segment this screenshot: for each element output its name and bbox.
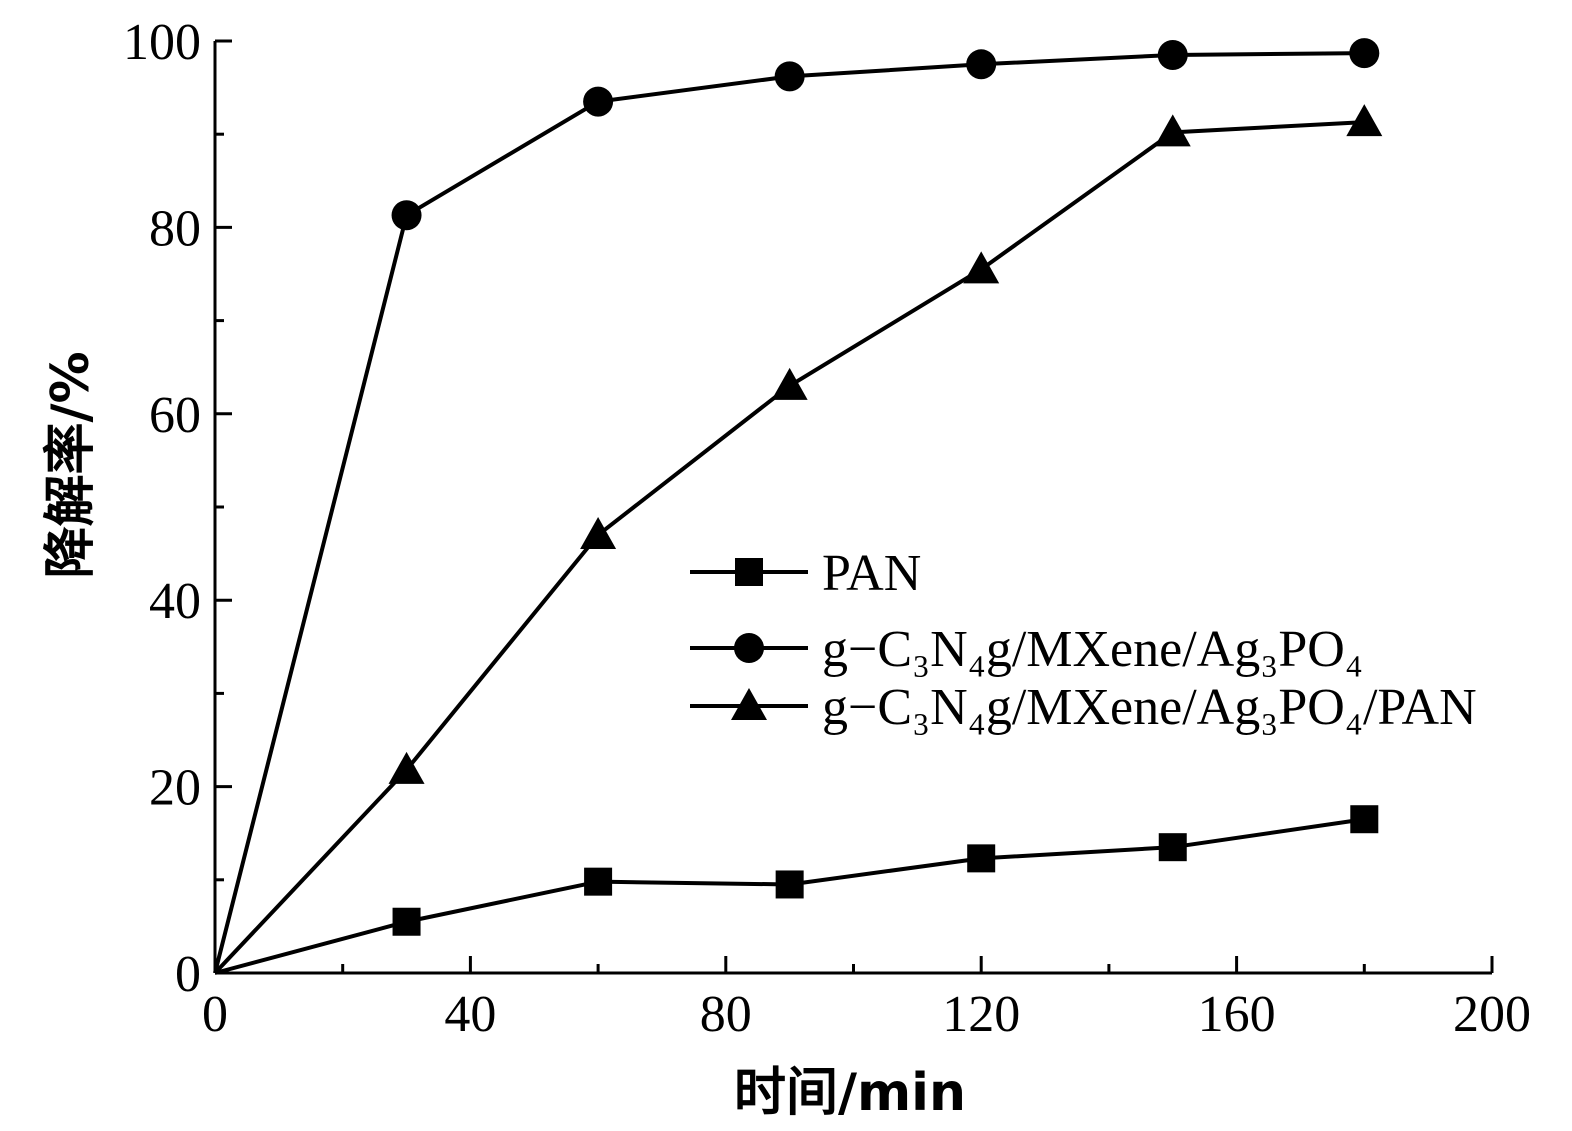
- y-axis: 0 20 40 60 80 100: [123, 14, 232, 1003]
- legend-item: PAN: [690, 545, 921, 602]
- data-point-circle: [1349, 38, 1380, 69]
- data-point-circle: [391, 200, 422, 231]
- legend-label: PAN: [822, 545, 921, 602]
- legend-marker-triangle: [731, 688, 767, 720]
- y-tick-label: 60: [149, 387, 201, 444]
- legend-item: g−C₃N₄g/MXene/Ag₃PO₄/PAN: [690, 679, 1477, 736]
- x-tick-label: 40: [444, 986, 496, 1043]
- y-tick-label: 20: [149, 760, 201, 817]
- data-point-square: [392, 907, 421, 936]
- data-point-triangle: [1346, 104, 1383, 137]
- data-point-circle: [774, 61, 805, 92]
- x-axis-title: 时间/min: [734, 1063, 966, 1123]
- x-tick-label: 80: [700, 986, 752, 1043]
- data-point-triangle: [1154, 114, 1191, 147]
- x-tick-label: 0: [202, 986, 228, 1043]
- legend-item: g−C₃N₄g/MXene/Ag₃PO₄: [690, 621, 1363, 678]
- data-point-triangle: [388, 751, 425, 784]
- data-point-square: [775, 870, 804, 899]
- series-triangle: [213, 104, 1383, 975]
- series-layer: [213, 38, 1383, 975]
- data-point-square: [1350, 805, 1379, 834]
- data-point-circle: [966, 49, 997, 80]
- y-tick-label: 80: [149, 200, 201, 257]
- y-axis-title: 降解率/%: [41, 351, 101, 578]
- series-circle: [213, 38, 1380, 974]
- data-point-triangle: [771, 367, 808, 400]
- data-point-square: [584, 867, 613, 896]
- legend-marker-circle: [734, 633, 764, 663]
- data-point-square: [967, 844, 996, 873]
- legend-marker-square: [735, 558, 763, 586]
- legend-label: g−C₃N₄g/MXene/Ag₃PO₄: [822, 621, 1363, 678]
- data-point-square: [1158, 833, 1187, 862]
- series-line-circle: [213, 51, 1365, 974]
- legend-label: g−C₃N₄g/MXene/Ag₃PO₄/PAN: [822, 679, 1477, 736]
- legend: PAN g−C₃N₄g/MXene/Ag₃PO₄g−C₃N₄g/MXene/Ag₃…: [690, 545, 1477, 736]
- y-tick-label: 40: [149, 573, 201, 630]
- data-point-triangle: [963, 251, 1000, 284]
- data-point-circle: [583, 86, 614, 117]
- x-axis: 0 40 80 120 160 200: [202, 956, 1531, 1043]
- data-point-triangle: [580, 516, 617, 549]
- series-square: [214, 805, 1379, 975]
- x-tick-label: 120: [942, 986, 1020, 1043]
- x-tick-label: 160: [1198, 986, 1276, 1043]
- x-tick-label: 200: [1453, 986, 1531, 1043]
- y-tick-label: 0: [175, 946, 201, 1003]
- y-tick-label: 100: [123, 14, 201, 71]
- plot-frame: [213, 41, 1492, 975]
- data-point-circle: [1157, 39, 1188, 70]
